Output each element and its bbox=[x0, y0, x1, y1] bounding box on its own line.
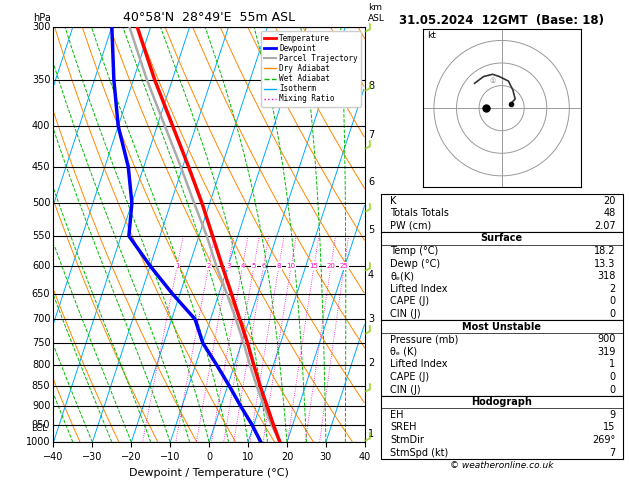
Text: 2: 2 bbox=[610, 284, 615, 294]
Text: 5: 5 bbox=[368, 225, 374, 235]
Text: CAPE (J): CAPE (J) bbox=[390, 296, 430, 307]
Text: 850: 850 bbox=[32, 381, 50, 391]
Text: ❯: ❯ bbox=[362, 261, 374, 274]
Text: 2: 2 bbox=[368, 358, 374, 368]
Text: 20: 20 bbox=[603, 196, 615, 206]
Text: 8: 8 bbox=[368, 81, 374, 91]
Text: ❯: ❯ bbox=[362, 431, 374, 444]
Text: LCL: LCL bbox=[31, 424, 47, 433]
Text: 13.3: 13.3 bbox=[594, 259, 615, 269]
Text: ❯: ❯ bbox=[362, 324, 374, 337]
Text: kt: kt bbox=[427, 31, 436, 40]
Bar bbox=[381, 396, 623, 459]
Text: 900: 900 bbox=[32, 401, 50, 411]
Text: 15: 15 bbox=[603, 422, 615, 433]
Text: 500: 500 bbox=[32, 198, 50, 208]
Bar bbox=[381, 232, 623, 320]
Text: ❯: ❯ bbox=[362, 139, 374, 152]
Text: Hodograph: Hodograph bbox=[471, 397, 532, 407]
Text: 15: 15 bbox=[309, 263, 318, 269]
Text: 0: 0 bbox=[610, 296, 615, 307]
Text: Most Unstable: Most Unstable bbox=[462, 322, 541, 331]
Text: 1: 1 bbox=[175, 263, 179, 269]
Text: 7: 7 bbox=[610, 448, 615, 457]
Text: 269°: 269° bbox=[592, 435, 615, 445]
Text: ❯: ❯ bbox=[362, 23, 374, 35]
Text: 350: 350 bbox=[32, 75, 50, 85]
Text: 9: 9 bbox=[610, 410, 615, 420]
Text: 4: 4 bbox=[368, 270, 374, 280]
Text: 450: 450 bbox=[32, 162, 50, 172]
Text: CIN (J): CIN (J) bbox=[390, 309, 421, 319]
Text: 25: 25 bbox=[340, 263, 348, 269]
Text: SREH: SREH bbox=[390, 422, 417, 433]
Text: 10: 10 bbox=[287, 263, 296, 269]
Text: 950: 950 bbox=[32, 419, 50, 430]
Bar bbox=[381, 194, 623, 232]
Text: 700: 700 bbox=[32, 314, 50, 324]
Text: 1000: 1000 bbox=[26, 437, 50, 447]
Text: θₑ(K): θₑ(K) bbox=[390, 271, 415, 281]
Title: 40°58'N  28°49'E  55m ASL: 40°58'N 28°49'E 55m ASL bbox=[123, 11, 295, 24]
Text: Surface: Surface bbox=[481, 233, 523, 243]
Text: 400: 400 bbox=[32, 121, 50, 131]
Text: StmSpd (kt): StmSpd (kt) bbox=[390, 448, 448, 457]
Text: K: K bbox=[390, 196, 397, 206]
Text: 3: 3 bbox=[368, 314, 374, 324]
Text: 900: 900 bbox=[597, 334, 615, 344]
Text: Mixing Ratio (g/kg): Mixing Ratio (g/kg) bbox=[391, 195, 401, 274]
Text: 300: 300 bbox=[32, 22, 50, 32]
Text: StmDir: StmDir bbox=[390, 435, 424, 445]
Text: Totals Totals: Totals Totals bbox=[390, 208, 449, 218]
Text: 0: 0 bbox=[610, 372, 615, 382]
Text: 600: 600 bbox=[32, 261, 50, 271]
Text: Lifted Index: Lifted Index bbox=[390, 359, 448, 369]
Text: 650: 650 bbox=[32, 289, 50, 298]
Text: hPa: hPa bbox=[33, 13, 51, 22]
Text: 2.07: 2.07 bbox=[594, 221, 615, 231]
Text: 1: 1 bbox=[368, 429, 374, 438]
Text: Pressure (mb): Pressure (mb) bbox=[390, 334, 459, 344]
Text: km
ASL: km ASL bbox=[368, 3, 385, 22]
Text: PW (cm): PW (cm) bbox=[390, 221, 431, 231]
Text: Dewp (°C): Dewp (°C) bbox=[390, 259, 440, 269]
Text: θₑ (K): θₑ (K) bbox=[390, 347, 418, 357]
Text: 750: 750 bbox=[31, 338, 50, 348]
Text: CAPE (J): CAPE (J) bbox=[390, 372, 430, 382]
Text: 5: 5 bbox=[252, 263, 256, 269]
Text: CIN (J): CIN (J) bbox=[390, 384, 421, 395]
Text: ❯: ❯ bbox=[362, 382, 374, 395]
Text: ❯: ❯ bbox=[362, 81, 374, 94]
Text: ①: ① bbox=[489, 78, 496, 84]
Text: 48: 48 bbox=[603, 208, 615, 218]
Text: 18.2: 18.2 bbox=[594, 246, 615, 256]
Text: 20: 20 bbox=[326, 263, 335, 269]
Text: 318: 318 bbox=[597, 271, 615, 281]
Text: EH: EH bbox=[390, 410, 404, 420]
Text: 550: 550 bbox=[31, 231, 50, 241]
Text: 2: 2 bbox=[206, 263, 211, 269]
Text: Lifted Index: Lifted Index bbox=[390, 284, 448, 294]
Text: © weatheronline.co.uk: © weatheronline.co.uk bbox=[450, 461, 554, 469]
Bar bbox=[381, 320, 623, 396]
Text: 6: 6 bbox=[368, 177, 374, 187]
Text: Temp (°C): Temp (°C) bbox=[390, 246, 438, 256]
Text: 0: 0 bbox=[610, 384, 615, 395]
Text: 0: 0 bbox=[610, 309, 615, 319]
Text: ❯: ❯ bbox=[362, 203, 374, 215]
X-axis label: Dewpoint / Temperature (°C): Dewpoint / Temperature (°C) bbox=[129, 468, 289, 478]
Legend: Temperature, Dewpoint, Parcel Trajectory, Dry Adiabat, Wet Adiabat, Isotherm, Mi: Temperature, Dewpoint, Parcel Trajectory… bbox=[261, 31, 361, 106]
Text: 6: 6 bbox=[261, 263, 266, 269]
Text: 8: 8 bbox=[277, 263, 281, 269]
Text: 1: 1 bbox=[610, 359, 615, 369]
Text: 319: 319 bbox=[597, 347, 615, 357]
Text: 31.05.2024  12GMT  (Base: 18): 31.05.2024 12GMT (Base: 18) bbox=[399, 14, 604, 27]
Text: 7: 7 bbox=[368, 130, 374, 139]
Text: 3: 3 bbox=[226, 263, 230, 269]
Text: 4: 4 bbox=[240, 263, 245, 269]
Text: 800: 800 bbox=[32, 360, 50, 370]
